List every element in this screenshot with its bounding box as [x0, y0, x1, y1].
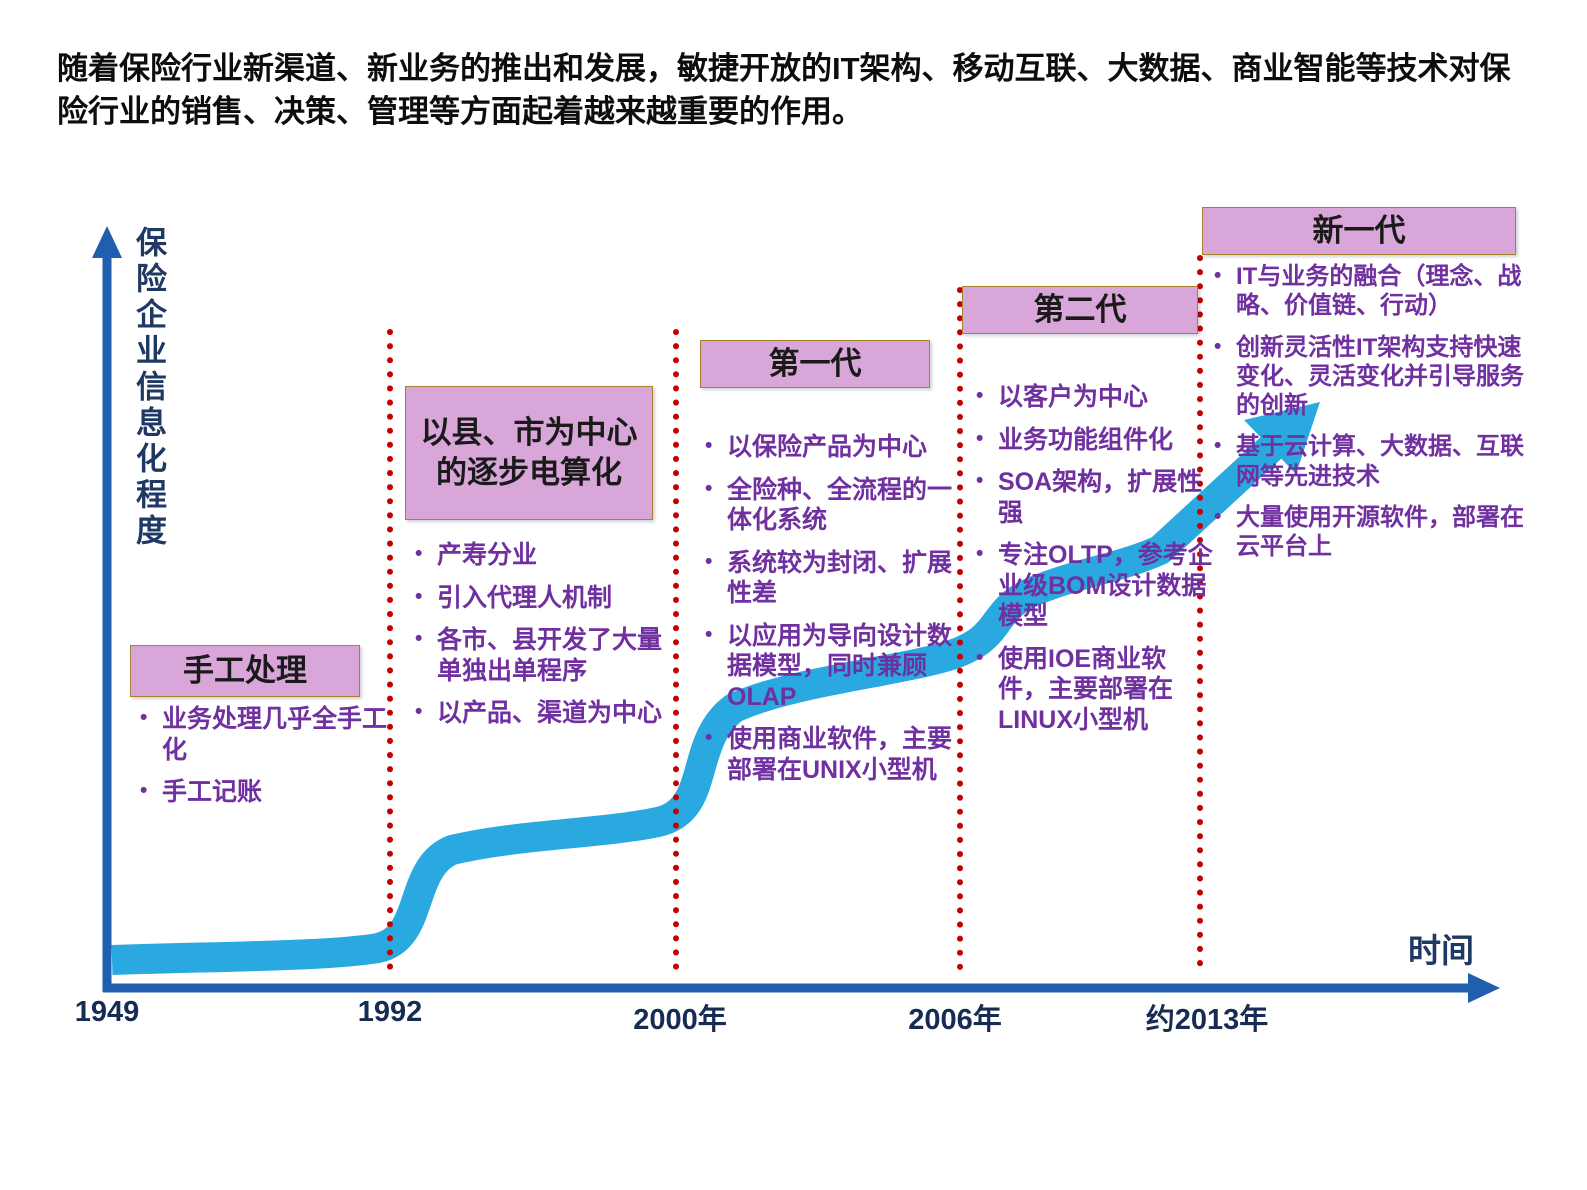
stage-bullet: IT与业务的融合（理念、战略、价值链、行动）: [1212, 262, 1526, 321]
stage-header-gen2: 第二代: [962, 286, 1198, 334]
stage-bullet: 基于云计算、大数据、互联网等先进技术: [1212, 432, 1526, 491]
stage-bullet: 全险种、全流程的一体化系统: [703, 475, 963, 536]
slide-title: 随着保险行业新渠道、新业务的推出和发展，敏捷开放的IT架构、移动互联、大数据、商…: [57, 51, 1511, 129]
stage-bullet: 引入代理人机制: [413, 583, 673, 614]
x-axis-label: 时间: [1408, 932, 1474, 969]
x-tick-1949: 1949: [74, 996, 140, 1028]
stage-bullet: 以保险产品为中心: [703, 432, 963, 463]
stage-header-gen1: 第一代: [700, 340, 930, 388]
stage-bullets-gen1: 以保险产品为中心 全险种、全流程的一体化系统 系统较为封闭、扩展性差 以应用为导…: [703, 432, 963, 797]
x-tick-2006: 2006年: [908, 1004, 1002, 1036]
stage-header-computerization: 以县、市为中心的逐步电算化: [405, 386, 653, 520]
y-axis-arrowhead: [92, 226, 122, 258]
stage-bullet: 各市、县开发了大量单独出单程序: [413, 625, 673, 686]
stage-bullets-manual: 业务处理几乎全手工化 手工记账: [138, 704, 410, 820]
stage-bullet: 以客户为中心: [974, 382, 1214, 413]
stage-header-newgen: 新一代: [1202, 207, 1516, 255]
x-tick-1992: 1992: [357, 996, 423, 1028]
stage-bullets-gen2: 以客户为中心 业务功能组件化 SOA架构，扩展性强 专注OLTP，参考企业级BO…: [974, 382, 1214, 747]
y-axis-label: 保险企业信息化程度: [131, 226, 166, 550]
stage-bullet: 大量使用开源软件，部署在云平台上: [1212, 503, 1526, 562]
x-tick-2013: 约2013年: [1145, 1004, 1269, 1036]
x-tick-2000: 2000年: [633, 1004, 727, 1036]
stage-bullet: 以应用为导向设计数据模型，同时兼顾OLAP: [703, 621, 963, 713]
stage-bullet: 专注OLTP，参考企业级BOM设计数据模型: [974, 540, 1214, 632]
stage-header-manual: 手工处理: [130, 645, 360, 697]
stage-bullet: 使用商业软件，主要部署在UNIX小型机: [703, 724, 963, 785]
stage-bullet: 系统较为封闭、扩展性差: [703, 548, 963, 609]
stage-bullet: 产寿分业: [413, 540, 673, 571]
stage-bullet: SOA架构，扩展性强: [974, 467, 1214, 528]
stage-bullet: 手工记账: [138, 777, 410, 808]
stage-bullet: 业务功能组件化: [974, 425, 1214, 456]
stage-bullet: 业务处理几乎全手工化: [138, 704, 410, 765]
stage-bullets-newgen: IT与业务的融合（理念、战略、价值链、行动） 创新灵活性IT架构支持快速变化、灵…: [1212, 262, 1526, 573]
stage-bullet: 创新灵活性IT架构支持快速变化、灵活变化并引导服务的创新: [1212, 333, 1526, 421]
stage-bullets-computerization: 产寿分业 引入代理人机制 各市、县开发了大量单独出单程序 以产品、渠道为中心: [413, 540, 673, 741]
x-axis-arrowhead: [1468, 973, 1500, 1003]
stage-bullet: 以产品、渠道为中心: [413, 698, 673, 729]
stage-bullet: 使用IOE商业软件，主要部署在LINUX小型机: [974, 644, 1214, 736]
